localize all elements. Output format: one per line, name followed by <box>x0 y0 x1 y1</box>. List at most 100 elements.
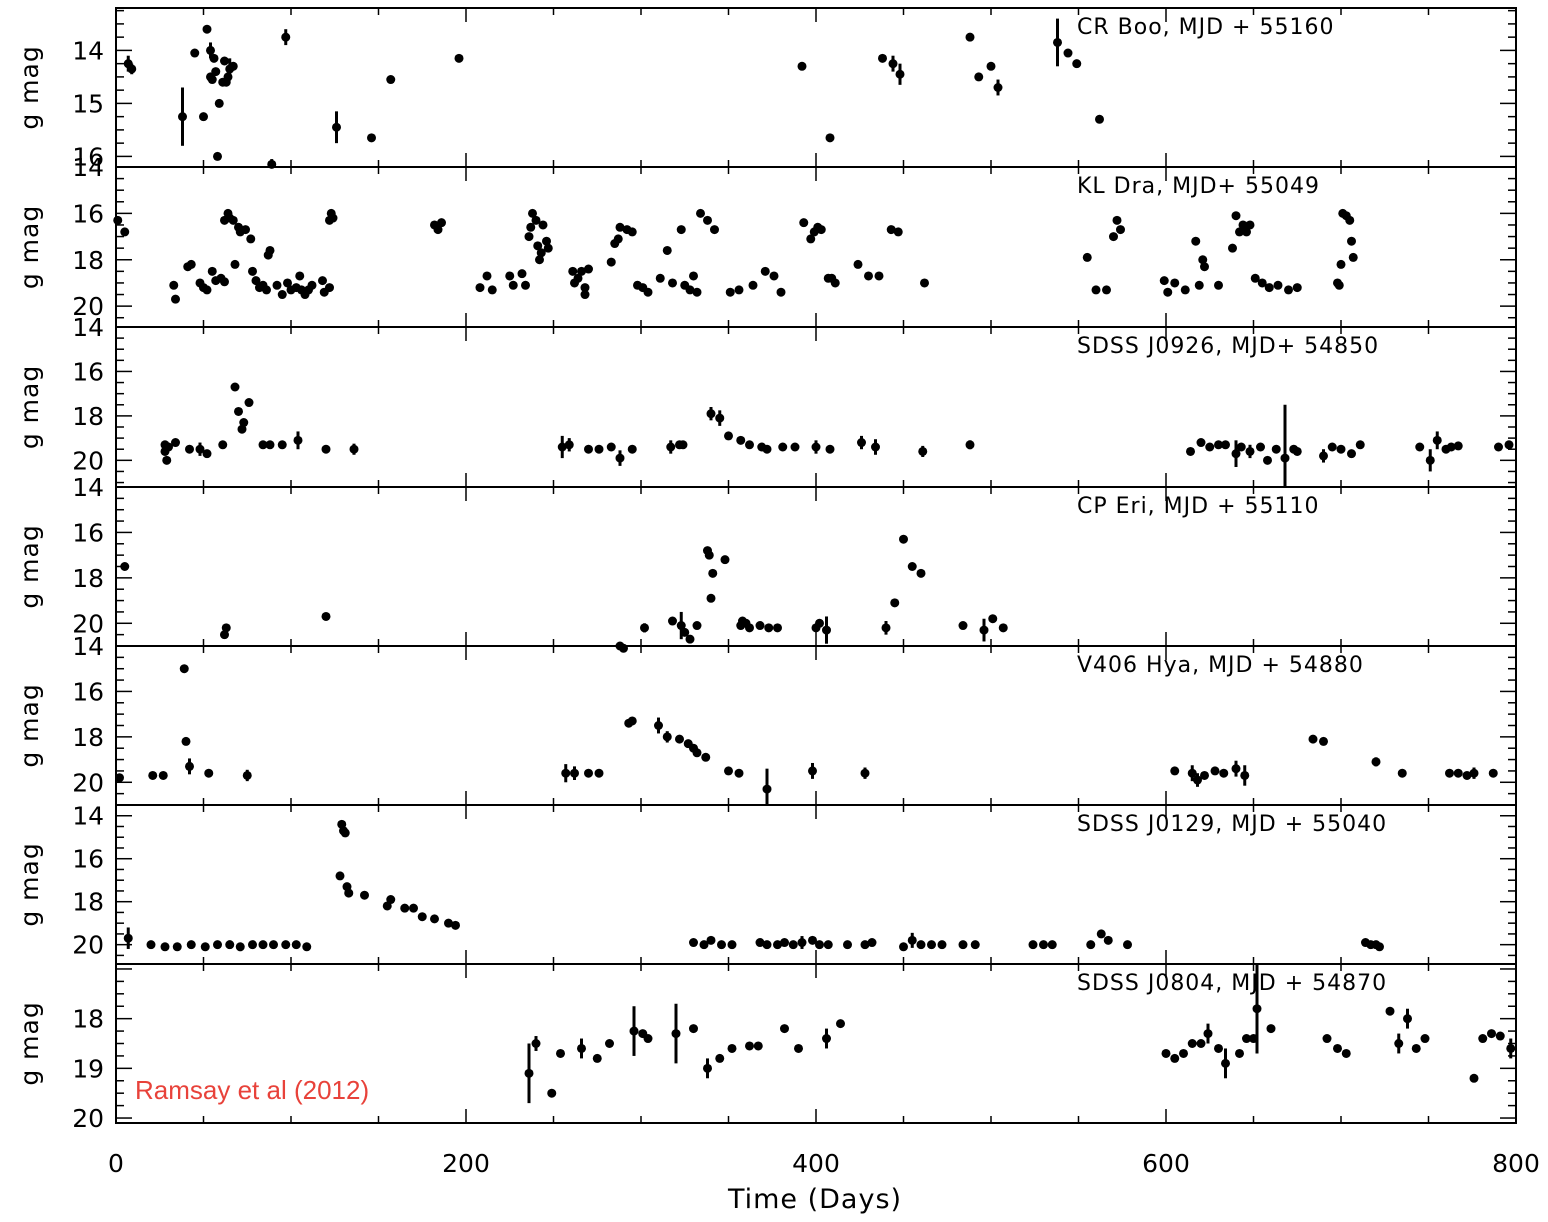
data-point <box>822 1034 831 1044</box>
data-point <box>1221 1058 1230 1068</box>
data-point <box>615 222 625 232</box>
data-point <box>1245 446 1255 456</box>
data-point <box>1214 440 1223 450</box>
data-point <box>1257 278 1267 288</box>
y-tick-label: 14 <box>72 632 104 661</box>
data-point <box>703 215 712 225</box>
x-tick-label: 200 <box>442 1149 490 1178</box>
data-point <box>360 890 369 900</box>
data-point <box>815 618 824 628</box>
data-point <box>335 871 345 881</box>
data-point <box>1203 1029 1213 1039</box>
data-points <box>123 18 1104 169</box>
data-point <box>629 1026 639 1036</box>
data-point <box>202 285 212 295</box>
data-point <box>221 623 231 633</box>
data-point <box>200 942 210 952</box>
data-point <box>557 442 567 452</box>
data-point <box>958 621 968 631</box>
data-point <box>720 555 730 565</box>
data-point <box>246 234 256 244</box>
data-point <box>220 56 229 66</box>
data-point <box>762 784 772 794</box>
data-point <box>230 382 240 392</box>
data-point <box>164 442 173 452</box>
x-tick-label: 400 <box>792 1149 840 1178</box>
data-point <box>680 627 690 637</box>
data-point <box>958 940 968 950</box>
data-point <box>1235 227 1244 237</box>
data-point <box>321 444 331 454</box>
data-point <box>580 290 590 300</box>
data-point <box>185 444 194 454</box>
data-point <box>1196 438 1206 448</box>
data-point <box>717 940 726 950</box>
data-point <box>400 903 410 913</box>
data-point <box>748 280 758 290</box>
y-tick-label: 14 <box>72 473 104 502</box>
x-axis: 0 200 400 600 800 <box>108 1149 1540 1178</box>
data-point <box>482 271 492 281</box>
data-point <box>1271 444 1281 454</box>
data-point <box>1221 440 1230 450</box>
data-point <box>258 940 268 950</box>
data-point <box>643 1034 653 1044</box>
y-ticks: 14 16 18 20 <box>72 802 1516 960</box>
data-point <box>409 903 418 913</box>
data-point <box>724 431 733 441</box>
y-tick-label: 20 <box>72 1104 104 1133</box>
y-tick-label: 16 <box>72 677 104 706</box>
data-point <box>1187 1039 1197 1048</box>
data-point <box>790 442 800 452</box>
data-point <box>1112 215 1122 225</box>
data-point <box>1252 1004 1262 1014</box>
data-point <box>699 940 709 950</box>
data-point <box>1250 273 1260 283</box>
x-ticks <box>202 167 1430 327</box>
data-point <box>487 285 497 295</box>
data-point <box>704 550 714 560</box>
data-point <box>115 773 124 783</box>
panel-4: 14 16 18 20 g mag CP Eri, MJD + 55110 <box>15 473 1517 647</box>
y-ticks: 14 15 16 <box>72 9 1516 171</box>
y-axis-label: g mag <box>15 1001 44 1085</box>
data-point <box>613 234 623 244</box>
panel-label: V406 Hya, MJD + 54880 <box>1077 653 1364 678</box>
panel-label: CR Boo, MJD + 55160 <box>1077 15 1334 40</box>
data-point <box>186 940 196 950</box>
data-point <box>536 248 546 258</box>
data-point <box>806 234 816 244</box>
data-point <box>318 276 327 286</box>
data-point <box>220 277 229 287</box>
y-ticks: 14 16 18 20 <box>72 153 1516 321</box>
data-point <box>325 283 334 293</box>
data-point <box>265 440 275 450</box>
x-axis-label: Time (Days) <box>727 1184 902 1215</box>
y-ticks: 18 19 20 <box>72 968 1516 1133</box>
data-point <box>1109 232 1118 242</box>
data-point <box>808 935 817 945</box>
data-point <box>916 568 926 578</box>
data-point <box>1334 280 1344 290</box>
data-point <box>606 442 616 452</box>
y-tick-label: 18 <box>72 402 104 431</box>
y-tick-label: 20 <box>72 931 104 960</box>
data-point <box>606 257 616 267</box>
y-axis-label: g mag <box>15 45 44 129</box>
data-point <box>830 278 840 288</box>
data-point <box>417 912 427 922</box>
data-point <box>1308 734 1318 744</box>
data-point <box>1240 770 1250 780</box>
data-point <box>1180 285 1190 295</box>
data-point <box>773 940 782 950</box>
y-tick-label: 18 <box>72 246 104 275</box>
data-point <box>692 287 702 297</box>
data-point <box>1488 768 1498 778</box>
data-point <box>701 752 711 762</box>
data-point <box>815 940 824 950</box>
data-point <box>1103 935 1113 945</box>
y-tick-label: 16 <box>72 357 104 386</box>
data-point <box>867 938 877 948</box>
data-point <box>1336 259 1346 269</box>
data-point <box>531 1039 541 1048</box>
